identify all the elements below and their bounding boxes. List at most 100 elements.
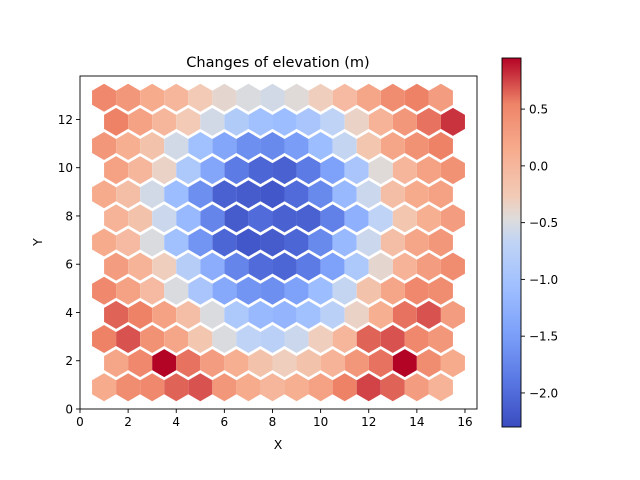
hex-cell: [380, 325, 405, 354]
hex-cell: [188, 373, 213, 402]
hex-cell: [104, 204, 129, 233]
hex-cell: [344, 204, 369, 233]
hex-cell: [284, 228, 309, 257]
hex-cell: [356, 131, 381, 160]
hex-cell: [140, 228, 165, 257]
hex-cell: [272, 107, 297, 136]
colorbar-tick-label: −2.0: [529, 386, 558, 400]
y-tick-label: 12: [58, 113, 73, 127]
hex-cell: [428, 228, 453, 257]
colorbar-tick-label: 0.0: [529, 159, 548, 173]
hex-cell: [104, 156, 129, 185]
hex-cell: [332, 228, 357, 257]
hex-cell: [116, 228, 141, 257]
x-axis-label: X: [274, 437, 283, 452]
hex-cell: [296, 349, 321, 378]
hex-cell: [212, 373, 237, 402]
hex-cell: [188, 83, 213, 112]
hex-cell: [152, 252, 177, 281]
hex-cell: [296, 107, 321, 136]
hex-cell: [116, 131, 141, 160]
hex-cell: [380, 180, 405, 209]
hex-cell: [320, 156, 345, 185]
hex-cell: [368, 204, 393, 233]
hex-cell: [104, 300, 129, 329]
hex-cell: [212, 83, 237, 112]
hex-cell: [284, 325, 309, 354]
colorbar: [501, 57, 522, 428]
x-tick-label: 2: [124, 415, 132, 429]
hex-cell: [332, 180, 357, 209]
hex-cell: [416, 204, 441, 233]
hex-cell: [308, 276, 333, 305]
hex-cell: [416, 107, 441, 136]
hex-cell: [212, 131, 237, 160]
hex-cell: [152, 156, 177, 185]
hex-cell: [104, 107, 129, 136]
colorbar-tick-label: 0.5: [529, 103, 548, 117]
hex-cell: [152, 204, 177, 233]
y-axis-label: Y: [30, 238, 45, 247]
hex-cell: [308, 228, 333, 257]
x-tick-label: 4: [172, 415, 180, 429]
hex-cell: [236, 373, 261, 402]
hex-cell: [236, 325, 261, 354]
hex-cell: [152, 107, 177, 136]
hex-cell: [116, 325, 141, 354]
hex-cell: [320, 252, 345, 281]
hex-cell: [128, 300, 153, 329]
hex-cell: [320, 349, 345, 378]
hex-cell: [224, 204, 249, 233]
hex-cell: [212, 276, 237, 305]
hex-cell: [140, 83, 165, 112]
hex-cell: [320, 300, 345, 329]
hex-cell: [260, 180, 285, 209]
hexbin-cells: [92, 83, 465, 402]
hex-cell: [200, 156, 225, 185]
hex-cell: [140, 373, 165, 402]
hex-cell: [392, 252, 417, 281]
y-tick-label: 6: [65, 258, 73, 272]
hex-cell: [428, 276, 453, 305]
hex-cell: [284, 180, 309, 209]
hex-cell: [356, 276, 381, 305]
hex-cell: [236, 228, 261, 257]
hex-cell: [296, 204, 321, 233]
hex-cell: [344, 349, 369, 378]
hex-cell: [392, 204, 417, 233]
hex-cell: [440, 156, 465, 185]
hex-cell: [308, 180, 333, 209]
hex-cell: [128, 156, 153, 185]
hex-cell: [356, 228, 381, 257]
hex-cell: [164, 131, 189, 160]
hex-cell: [236, 180, 261, 209]
hex-cell: [272, 300, 297, 329]
hex-cell: [416, 156, 441, 185]
x-tick-label: 14: [409, 415, 424, 429]
hex-cell: [104, 349, 129, 378]
hex-cell: [212, 325, 237, 354]
x-axis-ticks: 0 2 4 6 8 10 12 14 16: [76, 409, 473, 429]
hex-cell: [116, 373, 141, 402]
hex-cell: [200, 252, 225, 281]
hex-cell: [428, 373, 453, 402]
hex-cell: [116, 83, 141, 112]
colorbar-ticks: −2.0 −1.5 −1.0 −0.5 0.0 0.5: [521, 103, 558, 400]
hex-cell: [368, 300, 393, 329]
hex-cell: [116, 180, 141, 209]
hex-cell: [440, 252, 465, 281]
hex-cell: [308, 131, 333, 160]
colorbar-tick-label: −0.5: [529, 216, 558, 230]
hex-cell: [308, 373, 333, 402]
hex-cell: [356, 373, 381, 402]
hex-cell: [164, 373, 189, 402]
hex-cell: [428, 180, 453, 209]
hex-cell: [188, 325, 213, 354]
y-axis-ticks: 0 2 4 6 8 10 12: [58, 113, 80, 417]
hex-cell: [176, 349, 201, 378]
hex-cell: [272, 156, 297, 185]
hex-cell: [440, 300, 465, 329]
hex-cell: [188, 131, 213, 160]
hex-cell: [428, 131, 453, 160]
